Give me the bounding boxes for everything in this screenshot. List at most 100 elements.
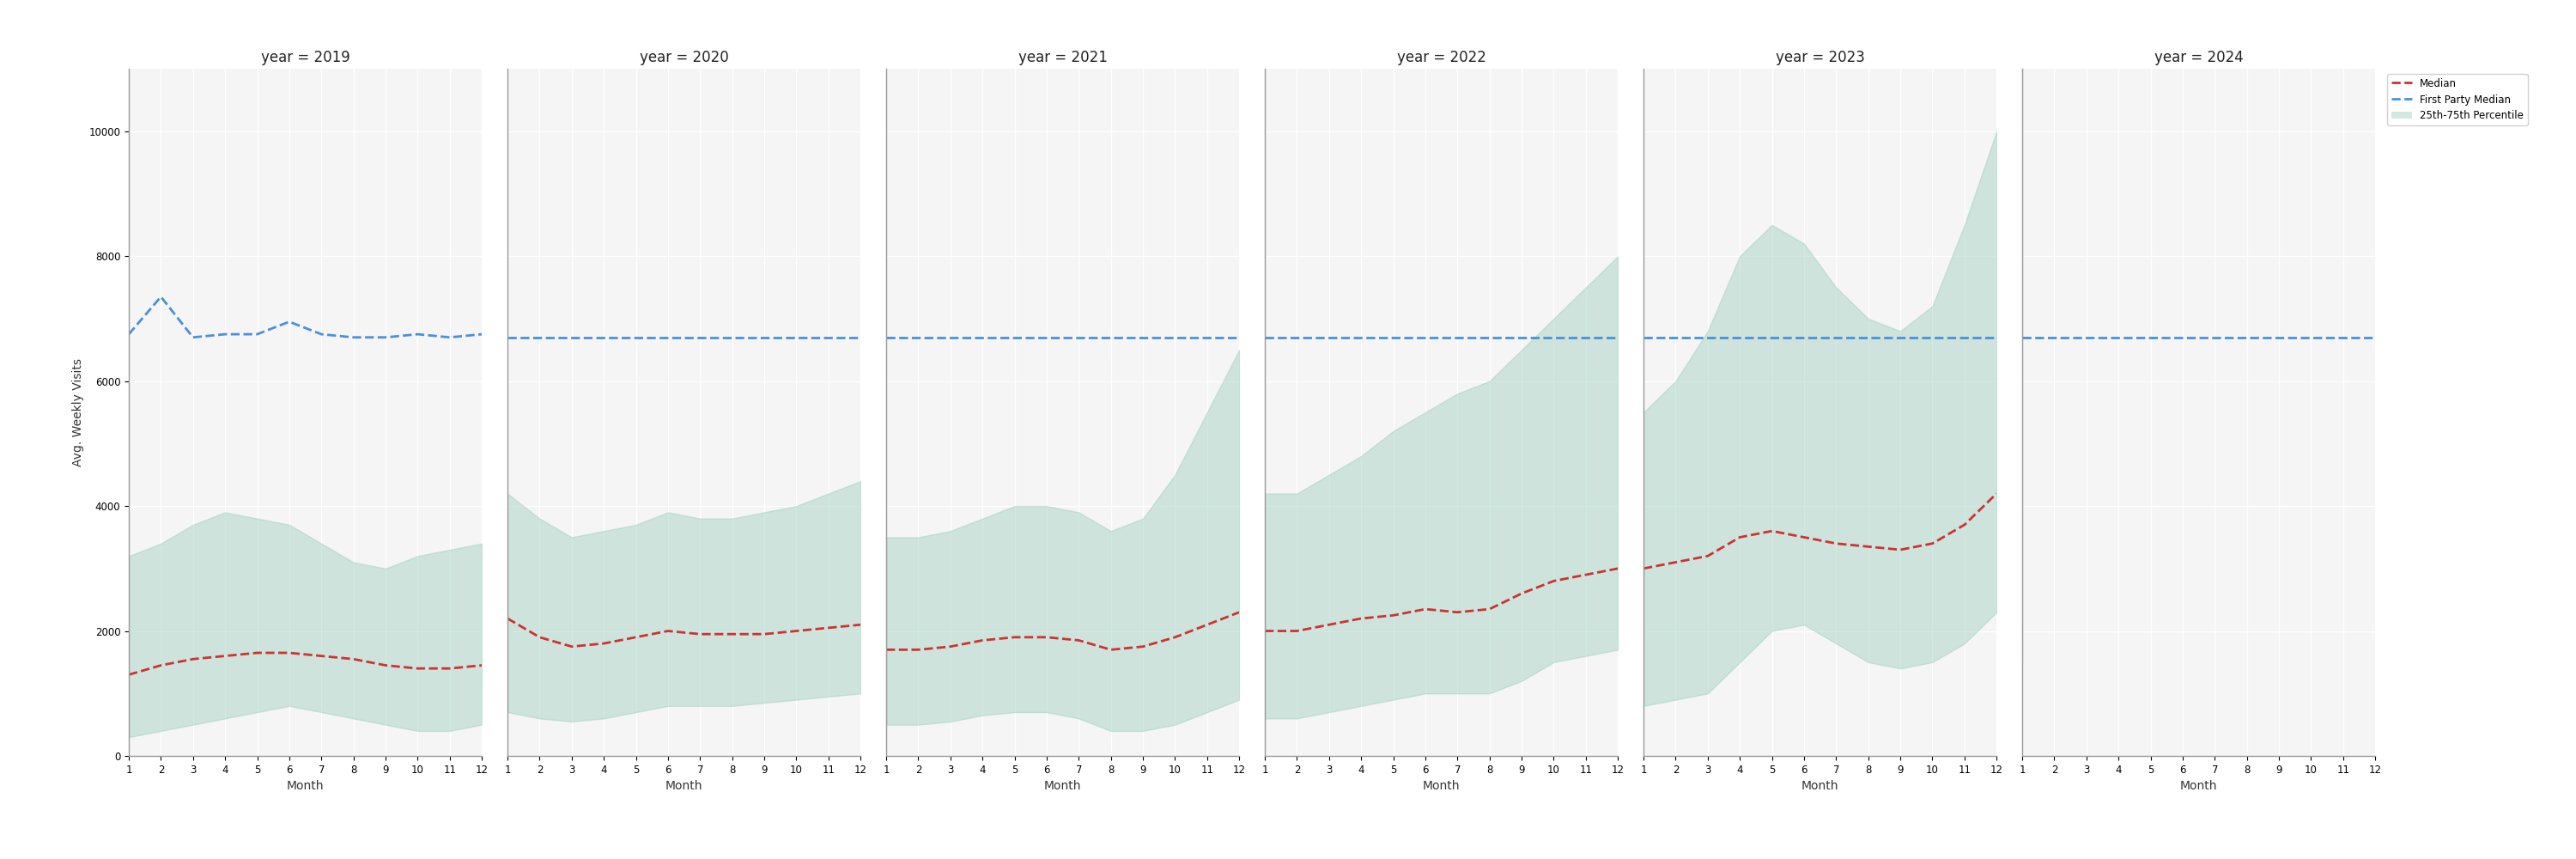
First Party Median xyxy=(113,329,144,339)
Median xyxy=(685,629,716,639)
Median xyxy=(209,651,240,661)
First Party Median xyxy=(402,329,433,339)
Median xyxy=(1538,576,1569,586)
Median xyxy=(1224,607,1255,618)
X-axis label: Month: Month xyxy=(1801,780,1839,792)
First Party Median xyxy=(242,329,273,339)
First Party Median xyxy=(1218,332,1249,343)
First Party Median xyxy=(461,332,492,343)
Line: Median: Median xyxy=(129,653,482,674)
Median xyxy=(750,629,781,639)
Median xyxy=(1378,610,1409,620)
Legend: Median, First Party Median, 25th-75th Percentile: Median, First Party Median, 25th-75th Pe… xyxy=(2388,74,2527,125)
Median xyxy=(1852,541,1883,551)
First Party Median xyxy=(371,332,402,343)
Median xyxy=(902,644,933,655)
First Party Median xyxy=(1249,332,1280,343)
Median xyxy=(273,648,304,658)
Median xyxy=(1249,626,1280,637)
Line: First Party Median: First Party Median xyxy=(129,296,482,338)
First Party Median xyxy=(209,329,240,339)
Median xyxy=(814,623,845,633)
Median xyxy=(1507,588,1538,599)
Median xyxy=(1314,619,1345,630)
Median xyxy=(178,654,209,664)
Median xyxy=(144,661,175,671)
Line: Median: Median xyxy=(1265,569,1618,631)
Median xyxy=(523,632,554,643)
Median xyxy=(587,638,618,649)
Median xyxy=(621,632,652,643)
First Party Median xyxy=(1628,332,1659,343)
Median xyxy=(435,663,466,673)
Median xyxy=(781,626,811,637)
Title: year = 2022: year = 2022 xyxy=(1396,50,1486,65)
Title: year = 2021: year = 2021 xyxy=(1018,50,1108,65)
Median xyxy=(113,669,144,679)
First Party Median xyxy=(466,329,497,339)
Median xyxy=(1473,604,1504,614)
Median xyxy=(1571,570,1602,580)
X-axis label: Month: Month xyxy=(1422,780,1461,792)
Line: Median: Median xyxy=(507,618,860,647)
First Party Median xyxy=(492,332,523,343)
Title: year = 2023: year = 2023 xyxy=(1775,50,1865,65)
Median xyxy=(492,613,523,624)
First Party Median xyxy=(307,329,337,339)
Median xyxy=(966,635,997,645)
Median xyxy=(1757,526,1788,536)
Median xyxy=(999,632,1030,643)
First Party Median xyxy=(1976,332,2007,343)
Median xyxy=(652,626,683,637)
Median xyxy=(871,644,902,655)
Median xyxy=(1788,532,1819,542)
First Party Median xyxy=(273,317,304,327)
Median xyxy=(1095,644,1126,655)
Median xyxy=(1345,613,1376,624)
First Party Median xyxy=(1597,332,1628,343)
First Party Median xyxy=(144,291,175,302)
Median xyxy=(307,651,337,661)
Median xyxy=(1917,539,1947,549)
Median xyxy=(1886,545,1917,555)
Median xyxy=(1128,642,1159,652)
Median xyxy=(716,629,747,639)
Median xyxy=(1692,551,1723,561)
First Party Median xyxy=(435,332,466,343)
Median xyxy=(466,661,497,671)
Median xyxy=(1030,632,1061,643)
First Party Median xyxy=(178,332,209,343)
Median xyxy=(1659,557,1690,568)
Median xyxy=(1193,619,1224,630)
Median xyxy=(1628,564,1659,574)
X-axis label: Month: Month xyxy=(2179,780,2218,792)
Median xyxy=(556,642,587,652)
Title: year = 2019: year = 2019 xyxy=(260,50,350,65)
X-axis label: Month: Month xyxy=(665,780,703,792)
First Party Median xyxy=(840,332,871,343)
Line: Median: Median xyxy=(886,612,1239,649)
Median xyxy=(1723,532,1754,542)
Median xyxy=(337,654,368,664)
Title: year = 2020: year = 2020 xyxy=(639,50,729,65)
First Party Median xyxy=(337,332,368,343)
First Party Median xyxy=(2007,332,2038,343)
First Party Median xyxy=(871,332,902,343)
Median xyxy=(1409,604,1440,614)
Median xyxy=(1821,539,1852,549)
X-axis label: Month: Month xyxy=(1043,780,1082,792)
Line: Median: Median xyxy=(1643,494,1996,569)
Median xyxy=(1280,626,1311,637)
Median xyxy=(402,663,433,673)
Title: year = 2024: year = 2024 xyxy=(2154,50,2244,65)
X-axis label: Month: Month xyxy=(286,780,325,792)
Median xyxy=(1950,520,1981,530)
Median xyxy=(1602,564,1633,574)
Median xyxy=(1443,607,1473,618)
Median xyxy=(845,619,876,630)
Median xyxy=(1981,489,2012,499)
Median xyxy=(242,648,273,658)
Median xyxy=(371,661,402,671)
Median xyxy=(1159,632,1190,643)
Median xyxy=(935,642,966,652)
